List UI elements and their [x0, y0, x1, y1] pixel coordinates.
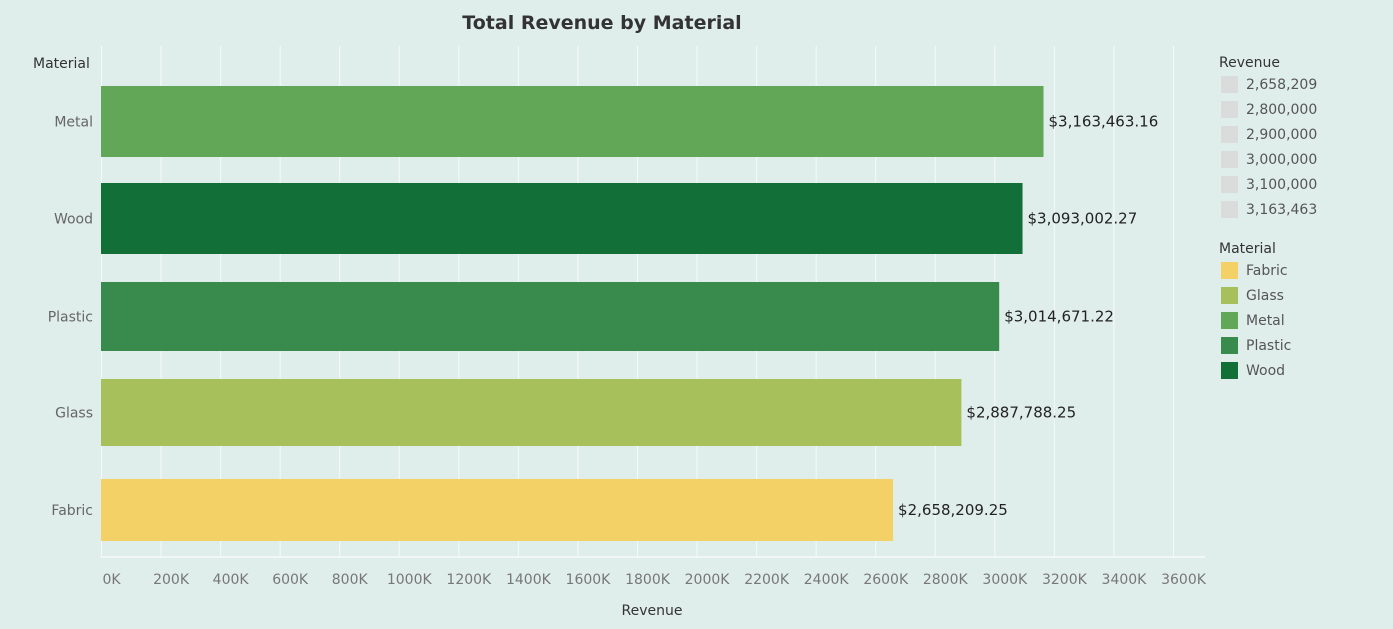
y-axis-title: Material: [33, 56, 90, 72]
legend-swatch: [1221, 287, 1238, 304]
legend-item-label[interactable]: 3,163,463: [1246, 202, 1317, 218]
legend-item-label[interactable]: 3,000,000: [1246, 152, 1317, 168]
legend-swatch: [1221, 151, 1238, 168]
legend-item-label[interactable]: Plastic: [1246, 338, 1291, 354]
legend-swatch: [1221, 201, 1238, 218]
x-tick-label: 2400K: [804, 572, 850, 588]
data-label: $2,887,788.25: [966, 404, 1076, 422]
x-tick-label: 1800K: [625, 572, 671, 588]
category-labels: Metal Wood Plastic Glass Fabric: [48, 115, 93, 520]
bar-glass[interactable]: [101, 379, 962, 446]
legend-item-label[interactable]: Fabric: [1246, 263, 1288, 279]
x-tick-label: 600K: [272, 572, 309, 588]
category-label: Wood: [54, 212, 93, 228]
legend-item-label[interactable]: 2,900,000: [1246, 127, 1317, 143]
data-label: $2,658,209.25: [898, 501, 1008, 519]
legend-swatch: [1221, 262, 1238, 279]
x-tick-label: 1200K: [446, 572, 492, 588]
category-label: Plastic: [48, 310, 93, 326]
legend-title: Material: [1219, 241, 1276, 257]
x-tick-label: 400K: [213, 572, 250, 588]
x-tick-label: 3000K: [982, 572, 1028, 588]
data-label: $3,014,671.22: [1004, 308, 1114, 326]
data-label: $3,093,002.27: [1028, 210, 1138, 228]
x-tick-label: 1400K: [506, 572, 552, 588]
bar-wood[interactable]: [101, 183, 1023, 254]
category-label: Fabric: [51, 503, 93, 519]
legend-swatch: [1221, 101, 1238, 118]
legends: Revenue 2,658,209 2,800,000 2,900,000 3,000,…: [1219, 55, 1317, 379]
category-label: Metal: [54, 115, 93, 131]
legend-title: Revenue: [1219, 55, 1280, 71]
legend-item-label[interactable]: 3,100,000: [1246, 177, 1317, 193]
x-axis-title: Revenue: [622, 603, 683, 619]
x-tick-label: 3400K: [1102, 572, 1148, 588]
data-labels: $3,163,463.16 $3,093,002.27 $3,014,671.22 $…: [898, 113, 1158, 520]
x-tick-label: 2600K: [863, 572, 909, 588]
x-tick-label: 1600K: [566, 572, 612, 588]
legend-swatch: [1221, 337, 1238, 354]
x-tick-label: 2200K: [744, 572, 790, 588]
legend-item-label[interactable]: Wood: [1246, 363, 1285, 379]
legend-item-label[interactable]: 2,658,209: [1246, 77, 1317, 93]
bar-plastic[interactable]: [101, 282, 1000, 351]
x-tick-label: 3200K: [1042, 572, 1088, 588]
x-tick-label: 0K: [102, 572, 121, 588]
legend-item-label[interactable]: Metal: [1246, 313, 1285, 329]
bar-metal[interactable]: [101, 86, 1044, 157]
legend-swatch: [1221, 176, 1238, 193]
x-tick-label: 1000K: [387, 572, 433, 588]
legend-item-label[interactable]: Glass: [1246, 288, 1284, 304]
legend-swatch: [1221, 312, 1238, 329]
legend-swatch: [1221, 126, 1238, 143]
bar-fabric[interactable]: [101, 479, 894, 541]
legend-swatch: [1221, 362, 1238, 379]
legend-item-label[interactable]: 2,800,000: [1246, 102, 1317, 118]
x-tick-labels: 0K 200K 400K 600K 800K 1000K 1200K 1400K 1600K 18…: [102, 572, 1206, 588]
legend-swatch: [1221, 76, 1238, 93]
x-tick-label: 200K: [153, 572, 190, 588]
x-tick-label: 800K: [332, 572, 369, 588]
category-label: Glass: [55, 406, 93, 422]
x-tick-label: 2800K: [923, 572, 969, 588]
x-tick-label: 3600K: [1161, 572, 1207, 588]
x-tick-label: 2000K: [685, 572, 731, 588]
chart-title: Total Revenue by Material: [462, 12, 741, 34]
bars: [101, 86, 1044, 541]
data-label: $3,163,463.16: [1049, 113, 1159, 131]
